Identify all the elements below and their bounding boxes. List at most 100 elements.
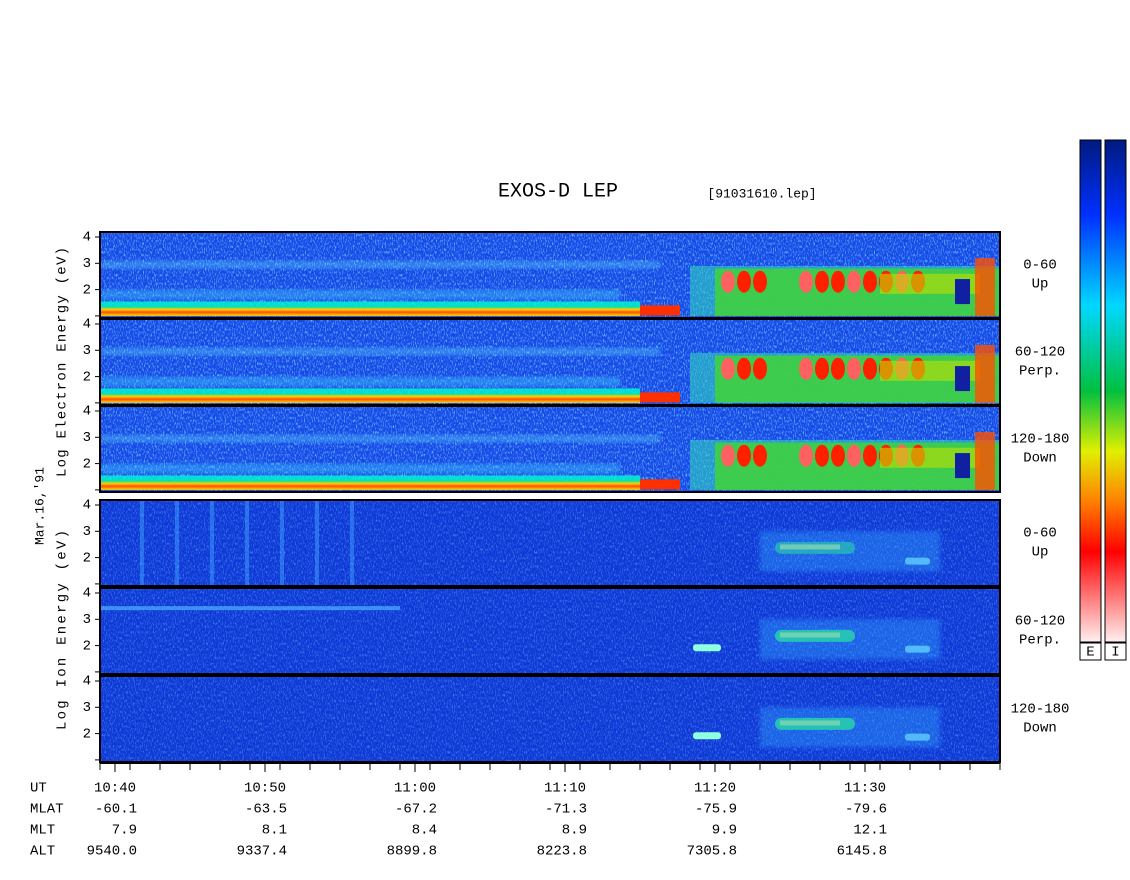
channel-angle: 0-60 xyxy=(1023,526,1057,542)
hot-blob xyxy=(863,357,877,380)
hot-blob xyxy=(753,357,767,380)
small-blob xyxy=(905,557,930,565)
hot-blob xyxy=(831,357,845,380)
panel-image xyxy=(100,676,1000,762)
hot-blob xyxy=(815,357,829,380)
y-tick-label: 2 xyxy=(83,638,91,654)
low-band xyxy=(100,306,640,316)
panel-image xyxy=(100,588,1000,674)
file-label: [91031610.lep] xyxy=(707,186,816,201)
cyan-band xyxy=(100,388,640,397)
x-tick-label: 11:00 xyxy=(394,781,436,797)
streak xyxy=(100,376,620,387)
panel-frame xyxy=(99,587,1001,675)
y-tick-label: 4 xyxy=(83,230,91,246)
y-tick-label: 3 xyxy=(83,256,91,272)
panel-image xyxy=(100,500,1000,586)
row-value: 9540.0 xyxy=(87,844,137,860)
channel-direction: Perp. xyxy=(1019,633,1061,649)
y-tick-label: 3 xyxy=(83,524,91,540)
chart-title: EXOS-D LEP xyxy=(498,180,618,203)
date-label: Mar.16,'91 xyxy=(32,467,47,545)
y-tick-label: 2 xyxy=(83,282,91,298)
colorbar xyxy=(1079,139,1102,643)
vstreak xyxy=(245,500,249,586)
vstreak xyxy=(350,500,354,586)
channel-angle: 0-60 xyxy=(1023,258,1057,274)
diffuse xyxy=(760,707,940,748)
panel-frame xyxy=(99,405,1001,493)
spectrogram-panel xyxy=(99,231,1001,319)
channel-direction: Up xyxy=(1032,277,1049,293)
streak xyxy=(100,463,620,474)
dark-top xyxy=(640,319,1000,337)
hot-blob xyxy=(753,270,767,293)
hot-blob xyxy=(815,270,829,293)
row-value: -79.6 xyxy=(845,802,887,818)
row-value: -71.3 xyxy=(545,802,587,818)
x-tick-label: 10:50 xyxy=(244,781,286,797)
y-tick-label: 4 xyxy=(83,498,91,514)
row-label: ALT xyxy=(30,844,55,860)
hot-blob xyxy=(721,357,735,380)
row-value: 9.9 xyxy=(712,823,737,839)
x-tick-label: 11:20 xyxy=(694,781,736,797)
row-value: 9337.4 xyxy=(237,844,287,860)
dark-gap xyxy=(955,279,970,305)
y-tick-label: 4 xyxy=(83,674,91,690)
hot-blob xyxy=(831,270,845,293)
row-value: 8899.8 xyxy=(387,844,437,860)
colorbar-label: I xyxy=(1111,645,1119,661)
small-blob xyxy=(693,644,721,652)
y-tick-label: 4 xyxy=(83,317,91,333)
y-tick-label: 2 xyxy=(83,369,91,385)
hot-blob xyxy=(799,270,813,293)
hstreak xyxy=(100,606,400,611)
hot-blob xyxy=(721,270,735,293)
low-band xyxy=(640,392,680,403)
channel-angle: 120-180 xyxy=(1011,702,1070,718)
diffuse xyxy=(760,619,940,660)
spectrogram-panel xyxy=(99,499,1001,587)
channel-angle: 60-120 xyxy=(1015,614,1065,630)
low-band xyxy=(640,479,680,490)
edge-spike xyxy=(975,258,995,316)
low-band xyxy=(100,393,640,403)
hot-blob xyxy=(737,444,751,467)
hot-blob xyxy=(737,357,751,380)
y-tick-label: 3 xyxy=(83,430,91,446)
row-label: MLT xyxy=(30,823,55,839)
streak xyxy=(100,289,620,300)
small-blob xyxy=(905,645,930,653)
hot-blob xyxy=(847,357,861,380)
panel-image xyxy=(100,232,1000,318)
y-tick-label: 4 xyxy=(83,404,91,420)
panel-frame xyxy=(99,499,1001,587)
channel-angle: 60-120 xyxy=(1015,345,1065,361)
row-value: 7305.8 xyxy=(687,844,737,860)
x-tick-label: 11:30 xyxy=(844,781,886,797)
colorbar-label-box xyxy=(1079,642,1102,661)
row-value: 12.1 xyxy=(853,823,887,839)
vstreak xyxy=(315,500,319,586)
y-axis-label: Log Ion Energy (eV) xyxy=(55,530,71,730)
streak xyxy=(100,434,660,443)
edge-spike xyxy=(975,432,995,490)
row-value: 8.1 xyxy=(262,823,287,839)
spectrogram-panel xyxy=(99,587,1001,675)
spectrogram-panel xyxy=(99,675,1001,763)
small-blob xyxy=(905,733,930,741)
hot-blob xyxy=(831,444,845,467)
y-tick-label: 3 xyxy=(83,343,91,359)
cyan-band xyxy=(100,475,640,484)
colorbar xyxy=(1104,139,1127,643)
y-tick-label: 2 xyxy=(83,550,91,566)
hot-blob xyxy=(799,444,813,467)
dark-top xyxy=(640,406,1000,424)
y-axis-label: Log Electron Energy (eV) xyxy=(55,247,71,477)
hot-blob xyxy=(815,444,829,467)
panel-image xyxy=(100,319,1000,405)
channel-direction: Down xyxy=(1023,721,1057,737)
